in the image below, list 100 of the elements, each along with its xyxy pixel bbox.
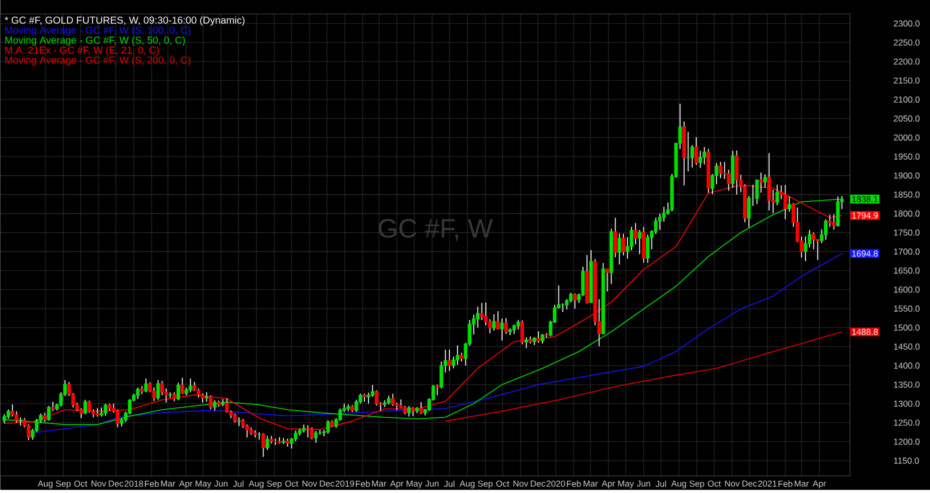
- candlestick: [832, 214, 836, 230]
- x-tick-label: Apr: [602, 480, 615, 488]
- x-tick-label: Apr: [812, 480, 826, 488]
- candlestick: [42, 412, 47, 422]
- line-series: [444, 331, 842, 422]
- y-tick-label: 1700.0: [894, 248, 920, 255]
- y-tick-label: 2100.0: [894, 96, 920, 103]
- y-tick-label: 1900.0: [894, 172, 920, 179]
- candlestick: [180, 377, 184, 395]
- x-tick-label: Jun: [425, 480, 438, 487]
- x-tick-label: Apr: [390, 480, 404, 488]
- x-tick-label: Aug: [248, 480, 264, 488]
- candlestick: [172, 392, 176, 402]
- candlestick: [658, 213, 662, 230]
- x-tick-label: Nov: [514, 480, 528, 487]
- candlestick: [702, 146, 706, 166]
- candlestick: [354, 399, 358, 413]
- candlestick: [314, 430, 318, 444]
- candlestick: [294, 430, 298, 442]
- candlestick: [326, 420, 330, 434]
- x-tick-label: Sep: [266, 480, 282, 488]
- y-tick-label: 2250.0: [894, 40, 920, 46]
- candlestick: [136, 387, 140, 400]
- candlestick: [812, 232, 816, 250]
- x-tick-label: Jul: [444, 480, 454, 487]
- candlestick: [10, 404, 14, 418]
- candlestick: [411, 406, 415, 417]
- y-tick-label: 2150.0: [894, 78, 920, 84]
- candlestick: [775, 184, 779, 206]
- y-tick-label: 1400.0: [894, 362, 920, 369]
- y-tick-label: 1800.0: [894, 210, 920, 217]
- candlestick: [605, 268, 610, 292]
- candlestick: [569, 292, 573, 304]
- candlestick: [88, 400, 92, 414]
- candlestick: [245, 424, 249, 438]
- candlestick: [152, 386, 156, 402]
- candlestick: [524, 336, 528, 349]
- data-label: 1838.1: [852, 196, 878, 202]
- x-tick-label: Feb: [356, 480, 370, 487]
- x-tick-label: May: [406, 480, 422, 488]
- candlestick: [233, 413, 237, 424]
- candlestick: [476, 306, 480, 328]
- x-tick-label: Nov: [302, 480, 318, 487]
- annotation: GC #F, W: [378, 218, 493, 241]
- x-tick-label: Sep: [56, 480, 71, 488]
- candlestick: [492, 314, 496, 332]
- y-tick-label: 1650.0: [894, 268, 920, 274]
- candlestick: [237, 416, 241, 427]
- candlestick: [718, 161, 722, 179]
- x-tick-label: Aug: [671, 480, 686, 488]
- candlestick: [104, 403, 108, 416]
- y-tick-label: 1200.0: [894, 438, 920, 445]
- candlestick: [614, 217, 618, 258]
- candlestick: [83, 399, 88, 415]
- x-tick-label: 2021: [758, 480, 777, 487]
- text: Moving Average - GC #F, W (S, 200, 0, C): [5, 56, 190, 66]
- x-tick-label: Nov: [92, 480, 106, 487]
- y-tick-label: 2000.0: [894, 134, 920, 141]
- x-tick-label: Mar: [161, 480, 176, 487]
- x-tick-label: Oct: [74, 480, 88, 487]
- x-tick-label: 2020: [546, 480, 566, 487]
- candlestick: [638, 230, 642, 255]
- candlestick: [262, 432, 266, 458]
- y-tick-label: 1550.0: [894, 306, 920, 312]
- x-tick-label: Dec: [108, 480, 124, 487]
- candlestick: [456, 345, 460, 366]
- candlestick: [116, 409, 120, 428]
- candlestick: [480, 302, 484, 321]
- candlestick: [694, 136, 698, 166]
- y-tick-label: 1750.0: [894, 230, 920, 236]
- candlestick: [504, 318, 508, 335]
- candlestick: [390, 393, 395, 406]
- candlestick: [6, 408, 10, 420]
- x-tick-label: Apr: [179, 480, 192, 488]
- x-tick-label: Feb: [144, 480, 159, 487]
- y-tick-label: 1600.0: [894, 286, 920, 293]
- text: M.A. 21Ex - GC #F, W (E, 21, 0, C): [5, 46, 159, 56]
- candlestick: [824, 218, 828, 240]
- x-tick-label: Feb: [566, 480, 581, 487]
- x-tick-label: Jul: [233, 480, 244, 487]
- candlestick: [646, 234, 650, 264]
- data-label: 1794.9: [852, 212, 878, 219]
- candlestick: [500, 318, 504, 342]
- x-tick-label: Feb: [778, 480, 792, 487]
- text: Moving Average - GC #F, W (S, 100, 0, C): [5, 26, 190, 36]
- y-tick-label: 1850.0: [894, 192, 920, 198]
- x-tick-label: Mar: [794, 480, 809, 487]
- candlestick: [176, 382, 180, 401]
- y-tick-label: 2200.0: [894, 58, 920, 65]
- x-tick-label: Mar: [584, 480, 598, 487]
- x-tick-label: Oct: [285, 480, 298, 487]
- x-tick-label: Dec: [530, 480, 546, 487]
- y-tick-label: 1300.0: [894, 400, 920, 407]
- y-tick-label: 2050.0: [894, 116, 920, 122]
- candlestick: [208, 394, 212, 410]
- candlestick: [536, 331, 540, 344]
- candlestick: [47, 406, 51, 422]
- x-tick-label: Dec: [320, 480, 334, 487]
- x-tick-label: Oct: [496, 480, 510, 487]
- candlestick: [204, 392, 208, 402]
